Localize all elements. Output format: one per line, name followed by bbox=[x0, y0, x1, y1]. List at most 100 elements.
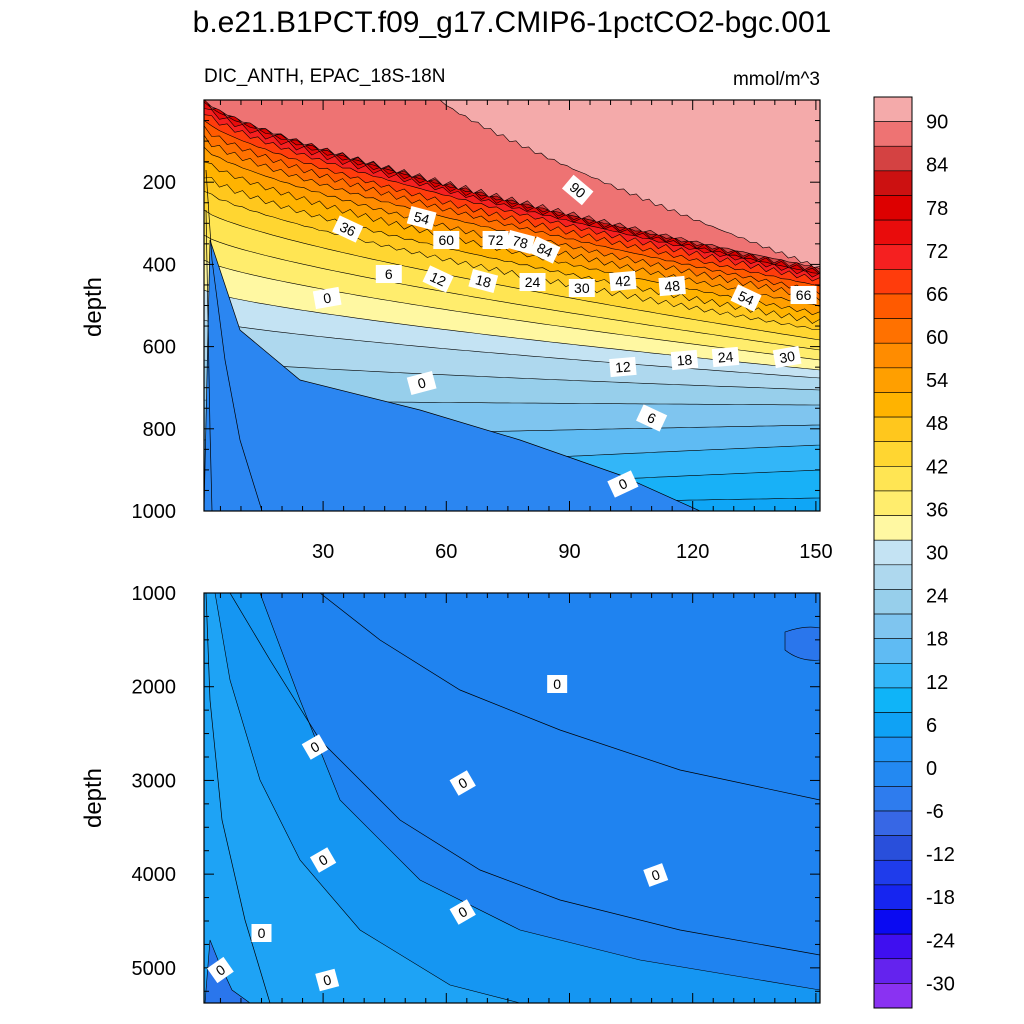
x-tick-label: 30 bbox=[312, 541, 334, 563]
contour-line bbox=[205, 209, 213, 511]
lower-contour-label: 0 bbox=[301, 734, 329, 760]
lower-contour-label: 0 bbox=[547, 675, 568, 693]
upper-contour-label: 72 bbox=[482, 231, 509, 249]
colorbar-swatch bbox=[873, 170, 913, 196]
colorbar-swatch bbox=[873, 786, 913, 812]
colorbar-swatch bbox=[873, 416, 913, 443]
svg-text:54: 54 bbox=[412, 208, 431, 228]
colorbar-swatch bbox=[873, 367, 913, 393]
contour-line bbox=[229, 593, 820, 956]
colorbar-label: 30 bbox=[926, 543, 948, 565]
contour-blob bbox=[204, 939, 251, 1003]
svg-text:72: 72 bbox=[488, 232, 504, 248]
colorbar-swatch bbox=[873, 269, 913, 295]
lower-contour-label: 0 bbox=[251, 924, 272, 942]
svg-text:60: 60 bbox=[439, 232, 455, 248]
colorbar-swatch bbox=[873, 318, 913, 344]
colorbar-label: 78 bbox=[926, 198, 948, 220]
colorbar-swatch bbox=[873, 515, 913, 541]
upper-contour-label: 84 bbox=[529, 236, 561, 264]
svg-text:12: 12 bbox=[614, 358, 631, 375]
svg-text:84: 84 bbox=[534, 239, 555, 260]
svg-text:0: 0 bbox=[416, 374, 428, 392]
colorbar-swatch bbox=[873, 761, 913, 787]
variable-label: DIC_ANTH, EPAC_18S-18N bbox=[204, 66, 445, 87]
svg-text:0: 0 bbox=[553, 676, 561, 692]
colorbar-swatch bbox=[873, 613, 913, 639]
lower-band-1 bbox=[204, 593, 521, 1003]
contour-line bbox=[205, 169, 263, 511]
colorbar-swatch bbox=[873, 342, 913, 369]
svg-text:0: 0 bbox=[321, 971, 333, 989]
colorbar-swatch bbox=[873, 441, 913, 467]
colorbar-label: 72 bbox=[926, 241, 948, 263]
colorbar-swatch bbox=[873, 662, 913, 689]
colorbar-swatch bbox=[873, 121, 913, 147]
colorbar-label: -24 bbox=[926, 930, 955, 952]
units-label: mmol/m^3 bbox=[733, 69, 820, 90]
svg-text:48: 48 bbox=[664, 277, 681, 294]
svg-text:0: 0 bbox=[322, 289, 333, 306]
colorbar-label: -18 bbox=[926, 887, 955, 909]
upper-panel-contours bbox=[204, 100, 820, 511]
colorbar-label: 36 bbox=[926, 499, 948, 521]
colorbar-swatch bbox=[873, 564, 913, 590]
upper-y-tick-label: 200 bbox=[143, 172, 176, 194]
upper-contour-label: 6 bbox=[636, 404, 668, 432]
svg-text:24: 24 bbox=[717, 348, 734, 365]
colorbar-label: 12 bbox=[926, 672, 948, 694]
upper-contour-label: 54 bbox=[730, 284, 762, 312]
upper-contour-label: 42 bbox=[609, 270, 637, 292]
upper-contour-label: 24 bbox=[711, 346, 740, 368]
upper-contour-label: 12 bbox=[609, 356, 637, 378]
colorbar-label: -30 bbox=[926, 973, 955, 995]
colorbar-swatch bbox=[873, 219, 913, 246]
upper-y-tick-label: 1000 bbox=[132, 501, 177, 523]
svg-text:0: 0 bbox=[258, 925, 266, 941]
upper-contour-label: 18 bbox=[670, 349, 699, 371]
upper-contour-label: 78 bbox=[505, 229, 536, 255]
colorbar-label: 24 bbox=[926, 586, 948, 608]
upper-contour-label: 54 bbox=[406, 205, 437, 231]
upper-y-tick-label: 600 bbox=[143, 337, 176, 359]
colorbar-label: 6 bbox=[926, 715, 937, 737]
lower-band-0 bbox=[204, 593, 820, 1003]
chart-title: b.e21.B1PCT.f09_g17.CMIP6-1pctCO2-bgc.00… bbox=[192, 6, 832, 39]
upper-contour-label: 66 bbox=[790, 286, 817, 304]
lower-panel-contours bbox=[204, 593, 820, 1003]
colorbar-swatch bbox=[873, 392, 913, 418]
contour-band-max bbox=[439, 100, 820, 268]
lower-contour-label: 0 bbox=[207, 956, 234, 984]
svg-text:66: 66 bbox=[796, 287, 812, 303]
upper-y-tick-label: 400 bbox=[143, 254, 176, 276]
lower-plot-frame bbox=[203, 592, 821, 1004]
contour-blob bbox=[784, 626, 820, 661]
lower-contour-label: 0 bbox=[309, 847, 337, 873]
x-tick-label: 150 bbox=[799, 541, 832, 563]
upper-y-tick-label: 800 bbox=[143, 419, 176, 441]
svg-text:12: 12 bbox=[428, 268, 449, 289]
colorbar-label: -12 bbox=[926, 844, 955, 866]
x-tick-label: 90 bbox=[558, 541, 580, 563]
lower-y-tick-label: 3000 bbox=[132, 770, 177, 792]
colorbar-swatch bbox=[873, 589, 913, 615]
colorbar-frame bbox=[873, 96, 913, 1009]
lower-y-tick-label: 2000 bbox=[132, 677, 177, 699]
upper-contour-label: 12 bbox=[422, 265, 454, 293]
lower-contour-label: 0 bbox=[449, 770, 476, 796]
colorbar: 908478726660544842363024181260-6-12-18-2… bbox=[873, 96, 955, 1009]
colorbar-swatch bbox=[873, 884, 913, 910]
lower-contour-label: 0 bbox=[643, 863, 669, 887]
upper-contour-label: 48 bbox=[658, 275, 686, 297]
colorbar-label: 90 bbox=[926, 112, 948, 134]
lower-y-axis-label: depth bbox=[80, 768, 107, 828]
upper-contour-label: 18 bbox=[468, 268, 499, 294]
colorbar-label: 84 bbox=[926, 155, 948, 177]
lower-contour-label: 0 bbox=[315, 968, 340, 992]
colorbar-swatch bbox=[873, 244, 913, 270]
colorbar-label: 48 bbox=[926, 413, 948, 435]
colorbar-swatch bbox=[873, 539, 913, 566]
upper-contour-label: 60 bbox=[433, 231, 460, 249]
colorbar-swatch bbox=[873, 909, 913, 935]
